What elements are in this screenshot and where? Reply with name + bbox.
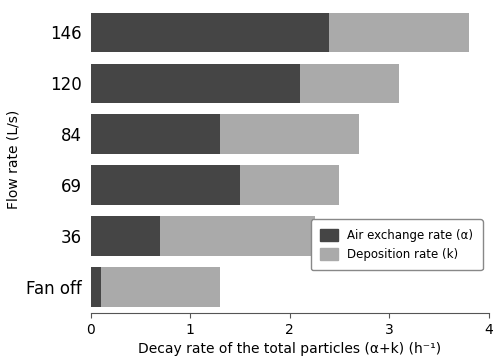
Bar xyxy=(90,216,160,256)
Bar xyxy=(90,114,220,154)
Y-axis label: Flow rate (L/s): Flow rate (L/s) xyxy=(7,110,21,209)
X-axis label: Decay rate of the total particles (α+k) (h⁻¹): Decay rate of the total particles (α+k) … xyxy=(138,342,441,356)
Bar xyxy=(90,64,300,103)
Bar xyxy=(240,166,340,205)
Bar xyxy=(90,268,101,307)
Bar xyxy=(90,166,240,205)
Bar xyxy=(90,13,330,52)
Bar xyxy=(100,268,220,307)
Bar xyxy=(220,114,360,154)
Legend: Air exchange rate (α), Deposition rate (k): Air exchange rate (α), Deposition rate (… xyxy=(310,219,483,270)
Bar xyxy=(160,216,314,256)
Bar xyxy=(330,13,469,52)
Bar xyxy=(300,64,399,103)
